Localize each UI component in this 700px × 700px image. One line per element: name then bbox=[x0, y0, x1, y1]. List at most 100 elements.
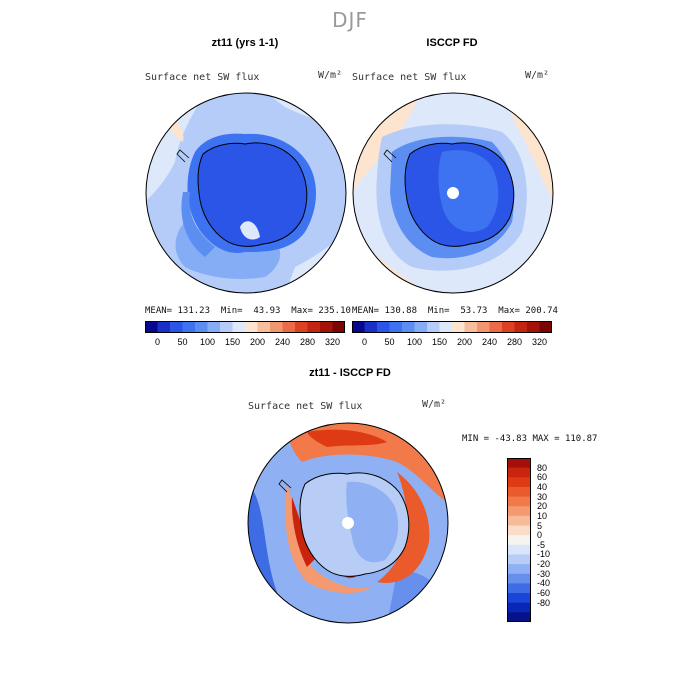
colorbar-swatch bbox=[507, 496, 531, 507]
colorbar-swatch bbox=[307, 321, 321, 333]
colorbar-swatch bbox=[507, 535, 531, 546]
diff-panel-colorbar-labels: 80 60 40 30 20 10 5 0 -5 -10 -20 -30 -40 -60 -80 bbox=[537, 458, 577, 622]
colorbar-swatch bbox=[220, 321, 233, 333]
panel-2-stats: MEAN= 130.88 Min= 53.73 Max= 200.74 bbox=[352, 306, 558, 316]
colorbar-swatch bbox=[507, 554, 531, 565]
colorbar-tick-label: -80 bbox=[537, 597, 551, 608]
colorbar-tick-label: 320 bbox=[324, 337, 341, 347]
colorbar-tick-label: 20 bbox=[537, 501, 548, 512]
panel-2-map bbox=[352, 92, 554, 294]
colorbar-swatch bbox=[282, 321, 296, 333]
figure-title: DJF bbox=[332, 8, 368, 32]
colorbar-tick-label: 5 bbox=[537, 520, 543, 531]
panel-1-map bbox=[145, 92, 347, 294]
colorbar-frame bbox=[352, 321, 552, 333]
colorbar-tick-label: 50 bbox=[384, 337, 395, 347]
colorbar-swatch bbox=[232, 321, 246, 333]
colorbar-swatch bbox=[364, 321, 378, 333]
diff-panel-title: zt11 - ISCCP FD bbox=[309, 367, 391, 379]
colorbar-tick-label: 10 bbox=[537, 510, 548, 521]
diff-panel-map bbox=[247, 422, 449, 624]
colorbar-tick-label: -40 bbox=[537, 578, 551, 589]
colorbar-swatch bbox=[157, 321, 171, 333]
colorbar-swatch bbox=[320, 321, 333, 333]
colorbar-swatch bbox=[402, 321, 415, 333]
colorbar-swatch bbox=[507, 486, 531, 498]
colorbar-tick-label: 150 bbox=[431, 337, 448, 347]
diff-panel-variable: Surface net SW flux bbox=[248, 401, 363, 412]
panel-1-variable: Surface net SW flux bbox=[145, 72, 260, 83]
map-border bbox=[247, 422, 449, 624]
colorbar-swatch bbox=[502, 321, 515, 333]
colorbar-swatch bbox=[352, 321, 365, 333]
map-region bbox=[377, 472, 430, 583]
colorbar-swatch bbox=[507, 583, 531, 594]
panel-2-title: ISCCP FD bbox=[426, 37, 478, 49]
colorbar-swatch bbox=[257, 321, 271, 333]
panel-2-colorbar bbox=[352, 321, 552, 333]
peninsula-coastline bbox=[383, 149, 397, 163]
map-region bbox=[240, 221, 260, 240]
colorbar-swatch bbox=[477, 321, 490, 333]
colorbar-swatch bbox=[507, 467, 531, 478]
antarctica bbox=[198, 142, 307, 247]
colorbar-swatch bbox=[514, 321, 528, 333]
colorbar-tick-label: 200 bbox=[249, 337, 266, 347]
colorbar-tick-label: -60 bbox=[537, 588, 551, 599]
colorbar-swatch bbox=[507, 515, 531, 527]
colorbar-swatch bbox=[507, 458, 531, 469]
colorbar-tick-label: 280 bbox=[299, 337, 316, 347]
map-border bbox=[352, 92, 554, 294]
colorbar-swatch bbox=[207, 321, 221, 333]
colorbar-swatch bbox=[507, 602, 531, 613]
panel-2-colorbar-ticks: 0 50 100 150 200 240 280 320 bbox=[352, 337, 552, 349]
colorbar-swatch bbox=[170, 321, 183, 333]
colorbar-swatch bbox=[439, 321, 453, 333]
colorbar-swatch bbox=[507, 564, 531, 575]
colorbar-swatch bbox=[389, 321, 403, 333]
panel-1-colorbar bbox=[145, 321, 345, 333]
missing-data-pole bbox=[342, 517, 354, 529]
panel-1-units: W/m² bbox=[318, 70, 343, 81]
colorbar-frame bbox=[507, 458, 531, 622]
panel-1-colorbar-ticks: 0 50 100 150 200 240 280 320 bbox=[145, 337, 345, 349]
colorbar-swatch bbox=[332, 321, 345, 333]
colorbar-tick-label: 200 bbox=[456, 337, 473, 347]
colorbar-swatch bbox=[245, 321, 258, 333]
map-border bbox=[145, 92, 347, 294]
peninsula-coastline bbox=[176, 149, 190, 163]
colorbar-tick-label: 150 bbox=[224, 337, 241, 347]
colorbar-swatch bbox=[464, 321, 478, 333]
colorbar-swatch bbox=[377, 321, 390, 333]
colorbar-swatch bbox=[427, 321, 440, 333]
diff-panel-stats: MIN = -43.83 MAX = 110.87 bbox=[462, 434, 598, 444]
map-region bbox=[181, 192, 215, 257]
colorbar-swatch bbox=[452, 321, 465, 333]
colorbar-tick-label: -5 bbox=[537, 539, 546, 550]
colorbar-swatch bbox=[507, 573, 531, 584]
map-region bbox=[438, 150, 499, 232]
coastline bbox=[197, 142, 308, 247]
coastline bbox=[299, 472, 410, 577]
colorbar-tick-label: -10 bbox=[537, 549, 551, 560]
colorbar-tick-label: 0 bbox=[361, 337, 368, 347]
panel-1-stats: MEAN= 131.23 Min= 43.93 Max= 235.10 bbox=[145, 306, 351, 316]
diff-panel-colorbar bbox=[507, 458, 531, 622]
diff-panel-units: W/m² bbox=[422, 399, 447, 410]
colorbar-swatch bbox=[489, 321, 503, 333]
panel-1-title: zt11 (yrs 1-1) bbox=[211, 37, 279, 49]
colorbar-swatch bbox=[295, 321, 308, 333]
peninsula-coastline bbox=[278, 479, 292, 493]
colorbar-tick-label: 0 bbox=[537, 530, 543, 541]
colorbar-tick-label: 240 bbox=[274, 337, 291, 347]
panel-2-units: W/m² bbox=[525, 70, 550, 81]
map-region bbox=[307, 429, 387, 447]
missing-data-pole bbox=[447, 187, 459, 199]
colorbar-tick-label: 320 bbox=[531, 337, 548, 347]
colorbar-tick-label: 40 bbox=[537, 481, 548, 492]
colorbar-frame bbox=[145, 321, 345, 333]
colorbar-swatch bbox=[507, 593, 531, 604]
colorbar-swatch bbox=[507, 612, 531, 622]
colorbar-swatch bbox=[527, 321, 540, 333]
colorbar-swatch bbox=[414, 321, 428, 333]
